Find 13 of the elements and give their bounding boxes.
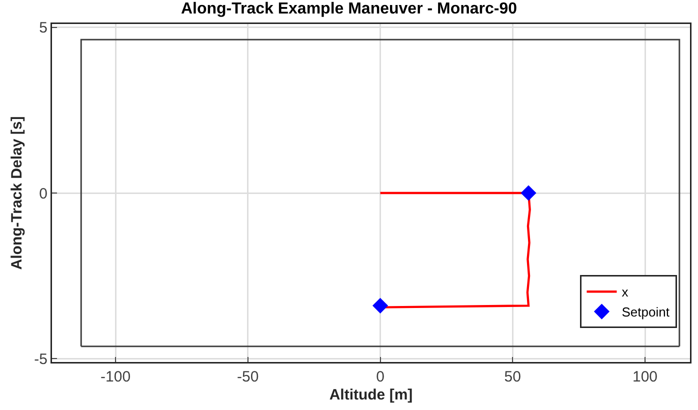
legend-label: Setpoint bbox=[622, 304, 670, 320]
x-tick-label: 0 bbox=[376, 368, 384, 386]
y-tick-label: 5 bbox=[39, 20, 48, 37]
legend-label: x bbox=[622, 284, 629, 300]
chart-title: Along-Track Example Maneuver - Monarc-90 bbox=[180, 0, 518, 18]
y-tick-label: -5 bbox=[34, 350, 48, 368]
x-axis-title: Altitude [m] bbox=[329, 386, 413, 404]
x-tick-label: 100 bbox=[632, 368, 658, 386]
y-axis-title: Along-Track Delay [s] bbox=[8, 116, 26, 270]
x-tick-label: 50 bbox=[504, 368, 521, 386]
x-tick-label: -100 bbox=[100, 368, 131, 386]
x-tick-label: -50 bbox=[237, 368, 259, 386]
y-tick-label: 0 bbox=[39, 185, 48, 202]
